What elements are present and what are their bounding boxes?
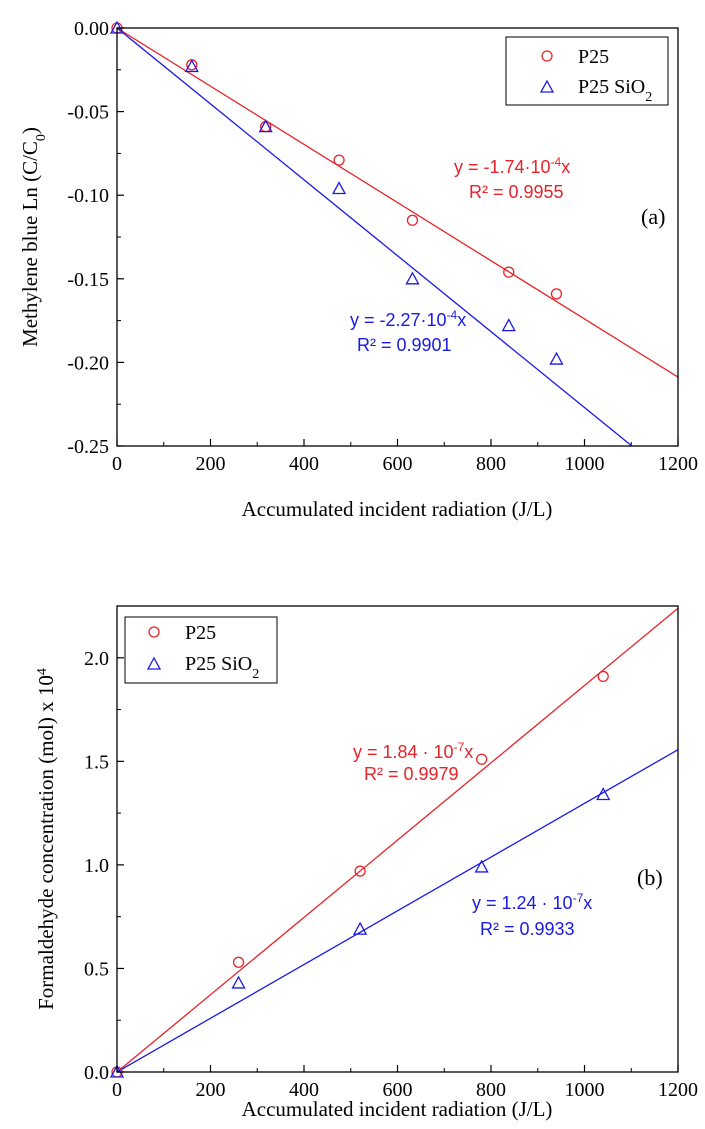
chart-b-fit-line-triangle bbox=[116, 749, 679, 1073]
chart-b-legend-marker-p25-sio2 bbox=[146, 656, 162, 670]
chart-b-equation-p25: y = 1.84 · 10-7x bbox=[353, 740, 473, 762]
chart-a-legend-label-p25-sio2: P25 SiO2 bbox=[578, 76, 652, 105]
chart-a-point-p25 bbox=[406, 214, 419, 226]
chart-a-point-p25 bbox=[503, 266, 515, 278]
chart-b-y-tick-label: 1.5 bbox=[84, 751, 109, 773]
chart-b-x-tick-label: 400 bbox=[289, 1079, 319, 1101]
chart-a-panel-label: (a) bbox=[641, 204, 665, 229]
chart-b-y-tick-label: 0.0 bbox=[84, 1062, 109, 1084]
chart-b-ylabel: Formaldehyde concentration (mol) x 104 bbox=[34, 668, 58, 1010]
chart-b-point-p25-sio2 bbox=[474, 859, 489, 873]
chart-a-point-p25-sio2 bbox=[184, 59, 199, 73]
chart-b-legend: P25 P25 SiO2 bbox=[124, 616, 278, 684]
chart-b-point-p25-sio2 bbox=[353, 921, 368, 935]
chart-b-plot-frame bbox=[116, 605, 679, 1073]
chart-a-equation-p25: y = -1.74·10-4x bbox=[454, 155, 570, 177]
chart-a-point-p25-sio2 bbox=[258, 119, 273, 133]
chart-a-legend-box bbox=[505, 36, 669, 106]
chart-b-y-tick-label: 2.0 bbox=[84, 648, 109, 670]
chart-b-y-tick-label: 1.0 bbox=[84, 855, 109, 877]
chart-b-r2-p25: R² = 0.9979 bbox=[364, 764, 459, 784]
chart-b-xlabel: Accumulated incident radiation (J/L) bbox=[242, 1097, 553, 1121]
chart-a-fit-line-circle bbox=[116, 27, 679, 378]
chart-a-y-tick-label: 0.00 bbox=[74, 18, 109, 40]
chart-a-r2-p25-sio2: R² = 0.9901 bbox=[357, 335, 452, 355]
chart-a-legend-marker-p25-sio2 bbox=[539, 79, 555, 93]
chart-b-x-tick-label: 200 bbox=[196, 1079, 226, 1101]
chart-a-y-tick-label: -0.05 bbox=[67, 102, 109, 124]
chart-b-panel-label: (b) bbox=[637, 865, 663, 890]
chart-a-r2-p25: R² = 0.9955 bbox=[469, 182, 564, 202]
chart-b-point-p25 bbox=[232, 956, 245, 968]
chart-a-x-tick-label: 400 bbox=[289, 453, 319, 475]
chart-a-fit-lines bbox=[116, 27, 679, 447]
chart-b-fit-line-circle bbox=[116, 607, 679, 1073]
chart-b-legend-label-p25-sio2: P25 SiO2 bbox=[185, 653, 259, 682]
chart-b-fit-lines bbox=[116, 607, 679, 1073]
chart-a-xlabel: Accumulated incident radiation (J/L) bbox=[242, 497, 553, 521]
chart-b-ticks: 0 200 400 600 800 1000 1200 0.0 0.5 1.0 1.5 2.0 bbox=[84, 648, 698, 1101]
chart-b-point-p25 bbox=[354, 865, 366, 877]
chart-b-x-tick-label: 600 bbox=[383, 1079, 413, 1101]
chart-b-point-p25-sio2 bbox=[231, 975, 246, 989]
chart-a: 0 200 400 600 800 1000 1200 0.00 -0.05 -0.10 -0.15… bbox=[18, 18, 698, 521]
chart-b-x-tick-label: 800 bbox=[476, 1079, 506, 1101]
chart-b-r2-p25-sio2: R² = 0.9933 bbox=[480, 919, 575, 939]
chart-a-y-tick-label: -0.10 bbox=[67, 185, 109, 207]
chart-a-legend-label-p25: P25 bbox=[578, 46, 609, 68]
chart-a-plot-frame bbox=[116, 27, 679, 447]
chart-a-x-tick-label: 200 bbox=[196, 453, 226, 475]
chart-b-x-tick-label: 0 bbox=[112, 1079, 122, 1101]
chart-b-legend-marker-p25 bbox=[148, 626, 160, 638]
chart-a-point-p25-sio2 bbox=[549, 351, 564, 365]
chart-b-x-tick-label: 1200 bbox=[658, 1079, 698, 1101]
chart-a-x-tick-label: 800 bbox=[476, 453, 506, 475]
chart-b-point-p25-sio2 bbox=[596, 787, 611, 801]
chart-a-point-p25-sio2 bbox=[405, 271, 420, 285]
chart-a-y-tick-label: -0.15 bbox=[67, 269, 109, 291]
chart-b-x-tick-label: 1000 bbox=[565, 1079, 605, 1101]
chart-a-point-p25 bbox=[550, 288, 563, 300]
chart-a-legend-marker-p25 bbox=[541, 50, 553, 62]
chart-a-fit-line-triangle bbox=[116, 27, 633, 447]
chart-b-legend-label-p25: P25 bbox=[185, 622, 216, 644]
chart-a-point-p25-sio2 bbox=[331, 181, 347, 195]
chart-b-point-p25 bbox=[597, 670, 609, 683]
chart-b-y-tick-label: 0.5 bbox=[84, 958, 109, 980]
chart-a-ylabel: Methylene blue Ln (C/C0) bbox=[18, 127, 49, 347]
chart-a-point-p25-sio2 bbox=[501, 318, 516, 332]
chart-a-y-tick-label: -0.20 bbox=[67, 352, 109, 374]
chart-a-x-tick-label: 1200 bbox=[658, 453, 698, 475]
chart-a-x-tick-label: 1000 bbox=[565, 453, 605, 475]
chart-a-point-p25 bbox=[333, 154, 345, 166]
chart-b-data-points bbox=[109, 670, 611, 1078]
chart-b-point-p25 bbox=[475, 753, 488, 765]
chart-b: 0 200 400 600 800 1000 1200 0.0 0.5 1.0 1.5 2.0 For… bbox=[34, 605, 698, 1121]
chart-a-ticks: 0 200 400 600 800 1000 1200 0.00 -0.05 -0.10 -0.15… bbox=[67, 18, 698, 475]
chart-a-x-tick-label: 0 bbox=[112, 453, 122, 475]
chart-b-equation-p25-sio2: y = 1.24 · 10-7x bbox=[472, 891, 592, 913]
chart-a-x-tick-label: 600 bbox=[383, 453, 413, 475]
chart-a-legend: P25 P25 SiO2 bbox=[505, 36, 669, 106]
chart-a-y-tick-label: -0.25 bbox=[67, 436, 109, 458]
chart-a-equation-p25-sio2: y = -2.27·10-4x bbox=[350, 308, 466, 330]
